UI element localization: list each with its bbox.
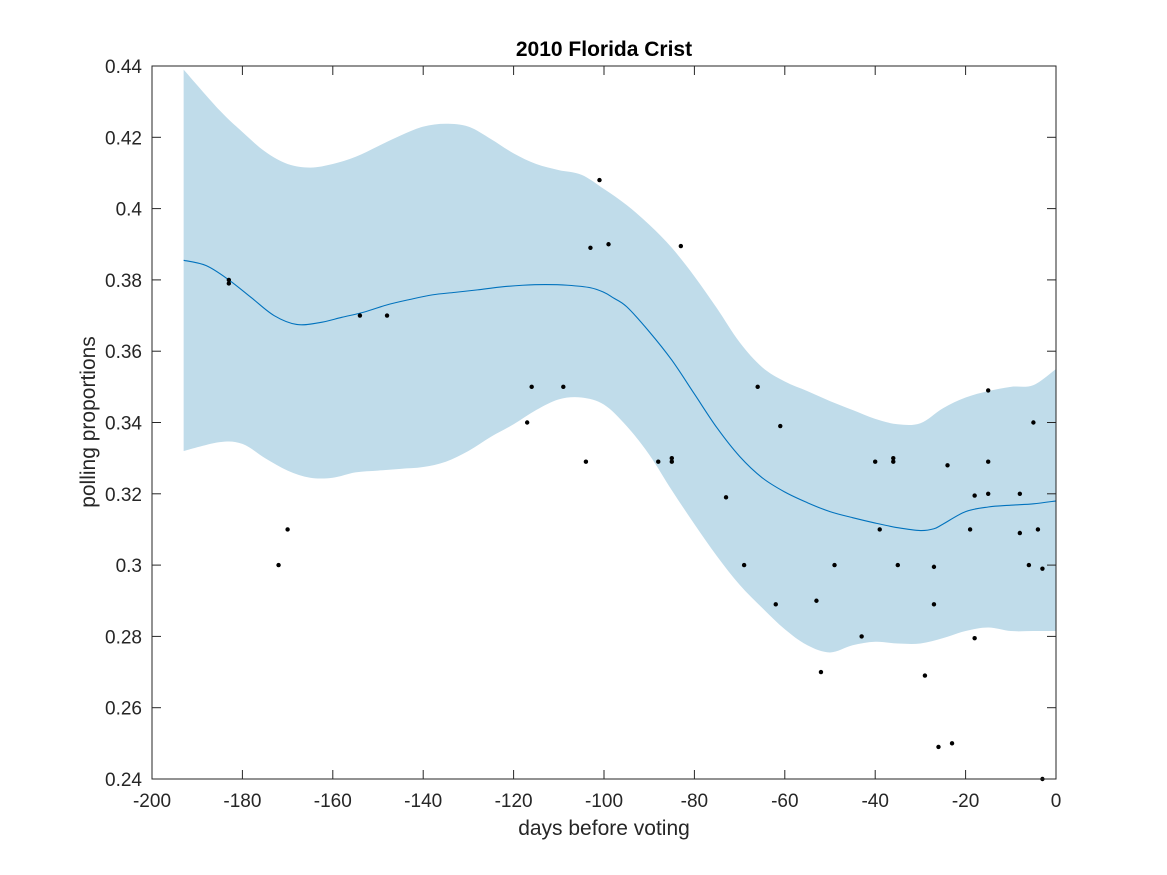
data-point xyxy=(986,491,991,496)
data-point xyxy=(891,455,896,461)
data-point xyxy=(741,562,747,568)
x-tick-label: -120 xyxy=(495,791,533,812)
y-tick-label: 0.44 xyxy=(105,57,142,78)
data-point xyxy=(832,562,837,568)
data-point xyxy=(986,459,991,464)
data-point xyxy=(723,495,729,500)
x-tick-label: -40 xyxy=(861,791,888,812)
y-tick-label: 0.38 xyxy=(105,271,142,292)
data-point xyxy=(936,744,941,750)
confidence-band xyxy=(183,69,1056,653)
y-tick-label: 0.28 xyxy=(105,627,142,648)
data-point xyxy=(226,281,232,286)
data-point xyxy=(357,313,363,318)
x-tick-label: -80 xyxy=(681,791,708,812)
data-point xyxy=(669,455,674,461)
y-tick-label: 0.42 xyxy=(105,128,142,149)
y-tick-label: 0.24 xyxy=(105,770,142,791)
data-point xyxy=(1017,491,1023,496)
data-point xyxy=(931,602,937,607)
x-tick-label: -20 xyxy=(952,791,979,812)
data-point xyxy=(945,463,950,468)
x-tick-label: 0 xyxy=(1051,791,1062,812)
data-point xyxy=(859,634,864,639)
x-tick-label: -200 xyxy=(133,791,171,812)
data-point xyxy=(276,562,281,568)
data-point xyxy=(818,669,824,675)
plot-area xyxy=(183,69,1056,782)
y-tick-label: 0.26 xyxy=(105,699,142,720)
data-point xyxy=(529,384,534,390)
y-tick-label: 0.32 xyxy=(105,485,142,506)
data-point xyxy=(1031,420,1036,425)
y-tick-label: 0.36 xyxy=(105,342,142,363)
data-point xyxy=(588,245,593,251)
y-tick-label: 0.3 xyxy=(116,556,142,577)
data-point xyxy=(597,177,602,183)
data-point xyxy=(1026,562,1032,568)
data-point xyxy=(669,459,674,464)
data-point xyxy=(891,459,896,464)
chart-title: 2010 Florida Crist xyxy=(516,38,692,61)
data-point xyxy=(986,388,991,393)
data-point xyxy=(972,493,977,498)
data-point xyxy=(1035,527,1041,532)
data-point xyxy=(895,562,900,568)
data-point xyxy=(877,527,882,532)
mean-line xyxy=(183,259,1056,532)
data-point xyxy=(931,564,937,570)
x-axis-label: days before voting xyxy=(518,817,690,840)
data-point xyxy=(873,459,878,464)
data-point xyxy=(226,277,232,283)
data-point xyxy=(285,527,290,532)
data-point xyxy=(755,384,760,390)
x-tick-label: -60 xyxy=(771,791,798,812)
x-tick-label: -180 xyxy=(223,791,261,812)
data-point xyxy=(656,459,661,464)
axes: -200 -180 -160 -140 -120 -100 -80 -60 -40 -20 00.2… xyxy=(105,57,1061,812)
data-point xyxy=(814,598,819,603)
x-tick-label: -100 xyxy=(585,791,623,812)
data-point xyxy=(678,243,684,249)
data-point xyxy=(384,313,390,318)
data-point xyxy=(778,423,783,429)
x-tick-label: -140 xyxy=(404,791,442,812)
data-point xyxy=(922,673,928,678)
data-point xyxy=(773,602,778,607)
data-point xyxy=(561,384,566,390)
data-point xyxy=(1040,566,1045,571)
data-point xyxy=(583,459,589,464)
y-tick-label: 0.4 xyxy=(116,200,143,221)
y-axis-label: polling proportions xyxy=(77,336,100,508)
data-point xyxy=(606,242,611,247)
data-point xyxy=(524,420,530,425)
data-point xyxy=(1017,530,1023,536)
y-tick-label: 0.34 xyxy=(105,414,142,435)
data-point xyxy=(949,741,955,746)
data-point xyxy=(972,635,977,641)
data-point xyxy=(967,527,973,532)
x-tick-label: -160 xyxy=(314,791,352,812)
